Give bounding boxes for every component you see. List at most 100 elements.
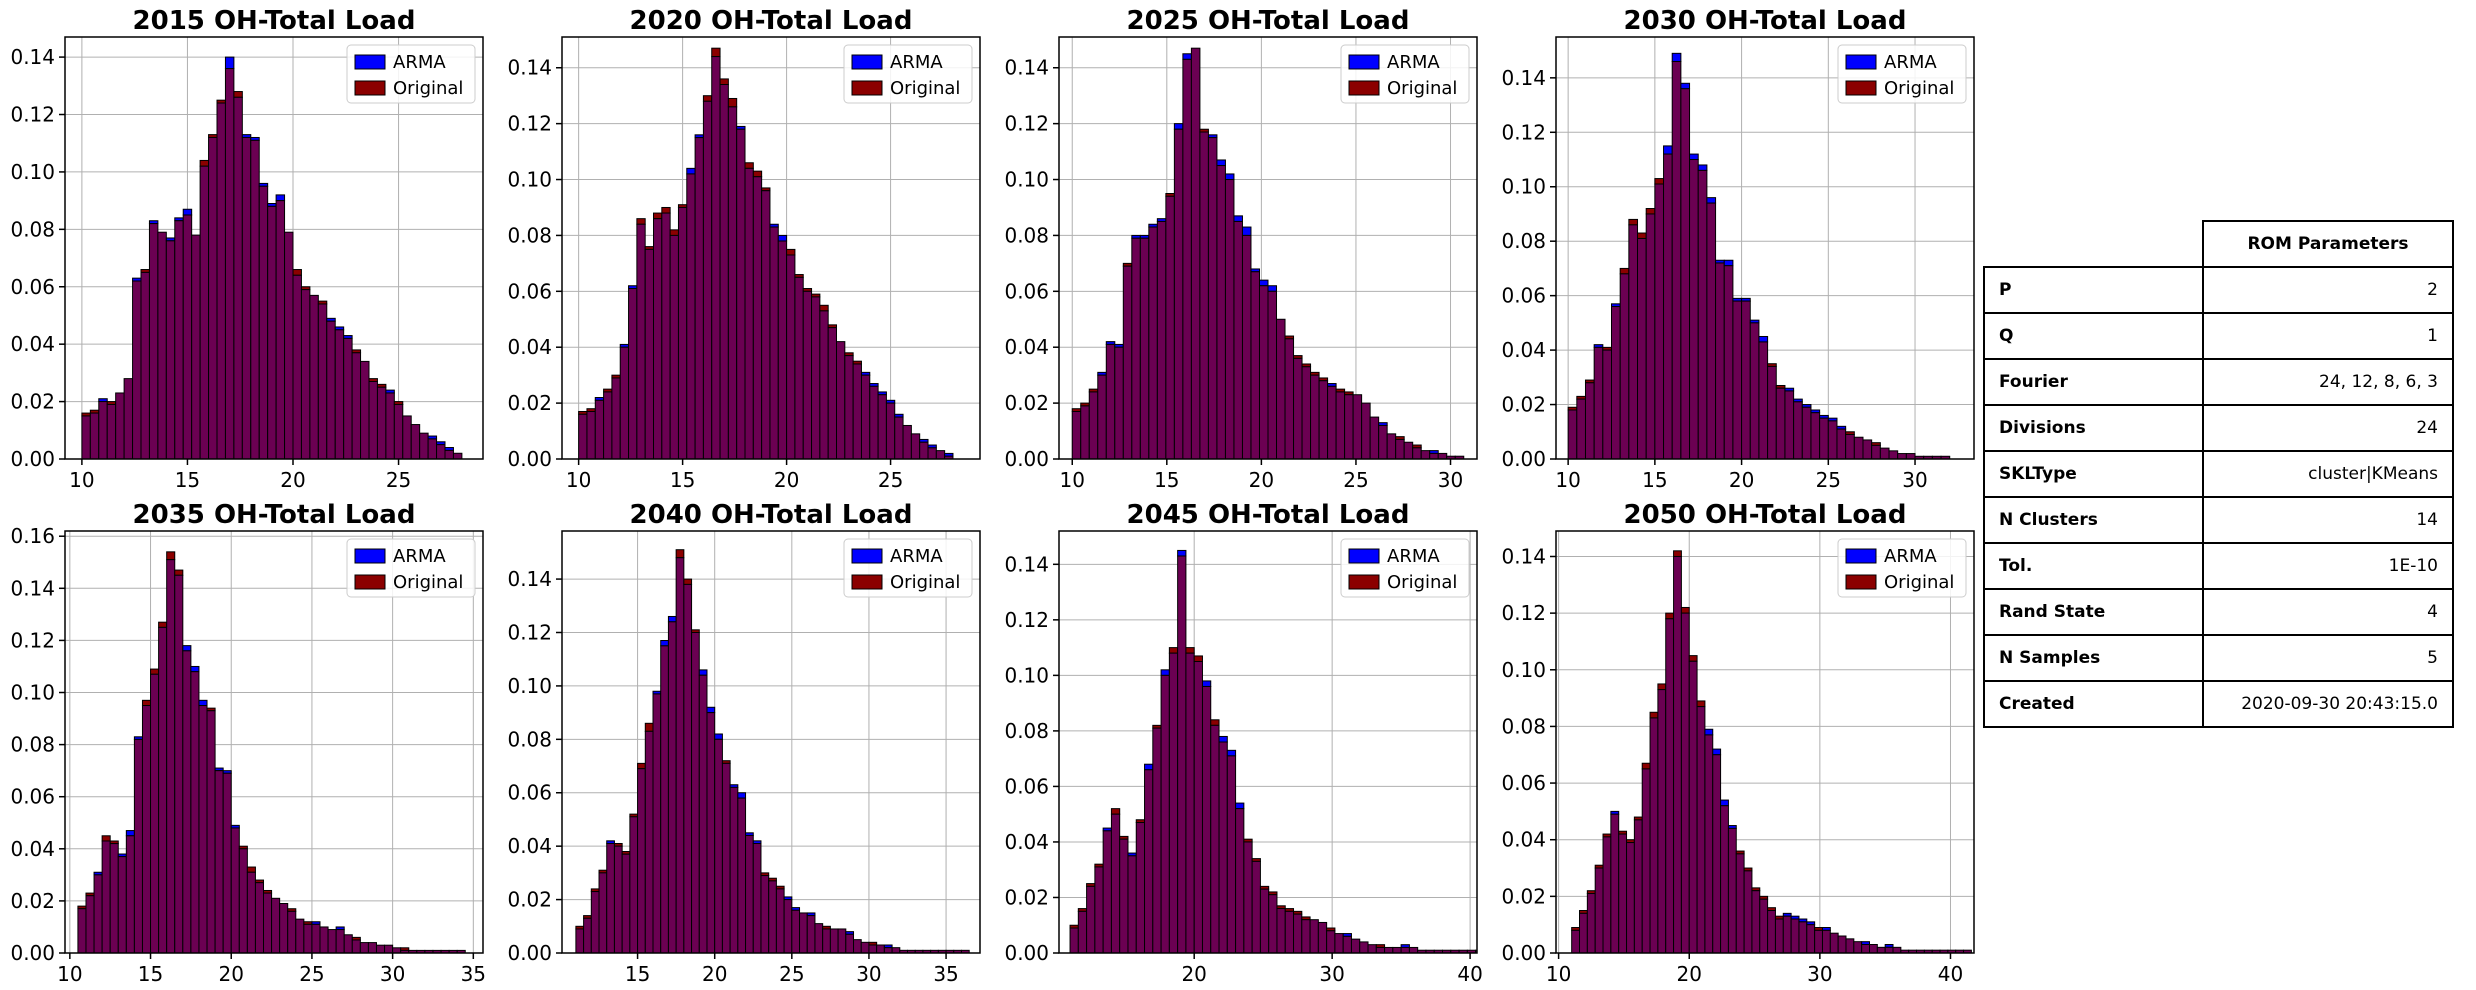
- chart-panel: 10 20 30 40 0.00 0.02 0.04 0.06 0.08 0.10 0.12 0.14…: [1501, 500, 1975, 986]
- y-tick-label: 0.12: [10, 103, 55, 127]
- bar-overlap: [199, 165, 210, 459]
- bar-tip: [637, 762, 646, 770]
- table-row: Tol. 1E-10: [1983, 542, 2454, 590]
- y-tick-label: 0.06: [507, 279, 552, 303]
- param-value: 4: [2202, 588, 2454, 636]
- x-tick-label: 25: [299, 962, 324, 986]
- y-tick-label: 0.04: [10, 837, 55, 861]
- legend: ARMA Original: [346, 44, 476, 104]
- bar-overlap: [89, 412, 100, 459]
- bar-overlap: [1190, 47, 1201, 459]
- bar-overlap: [1403, 441, 1414, 459]
- bar-overlap: [891, 947, 901, 953]
- y-tick-label: 0.14: [1004, 552, 1049, 576]
- bar-overlap: [1657, 689, 1667, 953]
- bar-overlap: [1619, 273, 1630, 459]
- y-tick-label: 0.04: [507, 834, 552, 858]
- chart-panel: 10 15 20 25 30 0.00 0.02 0.04 0.06 0.08 0.10 0.12 0.…: [1501, 6, 1975, 492]
- bar-overlap: [317, 303, 328, 459]
- bar-tip: [660, 640, 669, 647]
- bar-overlap: [583, 917, 592, 953]
- x-tick-label: 40: [1938, 962, 1963, 986]
- bar-overlap: [1350, 938, 1361, 953]
- param-key: P: [1983, 266, 2204, 314]
- bar-tip: [1671, 52, 1682, 63]
- legend-swatch: [1348, 80, 1380, 96]
- chart-panel: 20 30 40 0.00 0.02 0.04 0.06 0.08 0.10 0.12 0.14 20…: [1004, 500, 1482, 986]
- bar-tip: [653, 212, 663, 220]
- bar-tip: [125, 830, 135, 837]
- bar-overlap: [1671, 61, 1682, 459]
- param-key: N Samples: [1983, 634, 2204, 682]
- bar-overlap: [1871, 444, 1881, 459]
- bar-overlap: [644, 730, 654, 953]
- legend-swatch: [1348, 54, 1380, 70]
- bar-overlap: [860, 374, 871, 459]
- axes-frame: [1058, 530, 1478, 954]
- bar-tip: [1689, 153, 1699, 161]
- bar-overlap: [802, 290, 813, 459]
- bar-overlap: [1119, 838, 1129, 953]
- param-value: 5: [2202, 634, 2454, 682]
- bar-overlap: [1593, 346, 1604, 459]
- bar-overlap: [1610, 813, 1620, 953]
- bars-group: [1071, 47, 1465, 459]
- bar-overlap: [935, 450, 946, 459]
- axes-frame: [64, 36, 484, 460]
- bar-overlap: [436, 444, 446, 459]
- bar-overlap: [140, 271, 150, 459]
- table-row: N Samples 5: [1983, 634, 2454, 682]
- bar-overlap: [343, 934, 353, 953]
- bar-overlap: [1135, 822, 1146, 953]
- bar-overlap: [1637, 237, 1647, 459]
- bar-overlap: [1327, 385, 1337, 459]
- bar-overlap: [1759, 898, 1769, 953]
- x-tick-label: 20: [774, 468, 799, 492]
- bar-overlap: [1156, 220, 1167, 459]
- bar-overlap: [246, 871, 256, 953]
- bar-overlap: [309, 294, 319, 459]
- x-tick-label: 25: [1343, 468, 1368, 492]
- bar-overlap: [586, 410, 596, 459]
- bar-tip: [636, 218, 646, 225]
- bar-overlap: [1378, 424, 1388, 459]
- bar-overlap: [1318, 380, 1329, 459]
- bar-tip: [1649, 711, 1659, 719]
- bar-overlap: [182, 650, 192, 953]
- y-tick-label: 0.10: [507, 168, 552, 192]
- bar-overlap: [919, 441, 929, 459]
- bar-overlap: [1827, 420, 1838, 459]
- bar-overlap: [1193, 660, 1203, 953]
- bar-overlap: [1758, 341, 1769, 459]
- legend: ARMA Original: [843, 44, 973, 104]
- bar-overlap: [214, 770, 224, 953]
- bar-overlap: [1094, 866, 1104, 953]
- bar-overlap: [729, 786, 739, 953]
- x-tick-label: 30: [380, 962, 405, 986]
- axes-frame: [64, 530, 484, 954]
- x-tick-label: 15: [175, 468, 200, 492]
- bar-overlap: [1144, 769, 1154, 953]
- bar-overlap: [777, 240, 788, 459]
- bar-overlap: [326, 320, 336, 459]
- bar-overlap: [1259, 888, 1270, 953]
- bar-overlap: [837, 928, 847, 953]
- legend-label: ARMA: [1387, 546, 1440, 567]
- x-tick-label: 30: [1902, 468, 1927, 492]
- x-tick-label: 15: [138, 962, 163, 986]
- bar-overlap: [190, 671, 200, 953]
- legend-swatch: [354, 574, 386, 590]
- bar-overlap: [660, 645, 669, 953]
- bar-overlap: [1775, 387, 1786, 459]
- bar-overlap: [1384, 946, 1394, 953]
- legend: ARMA Original: [1340, 44, 1470, 104]
- bar-overlap: [158, 626, 168, 953]
- y-tick-label: 0.08: [10, 733, 55, 757]
- x-tick-label: 10: [69, 468, 94, 492]
- bar-overlap: [206, 710, 216, 953]
- bar-tip: [752, 170, 763, 178]
- bar-tip: [711, 47, 721, 58]
- legend-label: Original: [890, 572, 960, 593]
- bar-overlap: [1821, 929, 1831, 953]
